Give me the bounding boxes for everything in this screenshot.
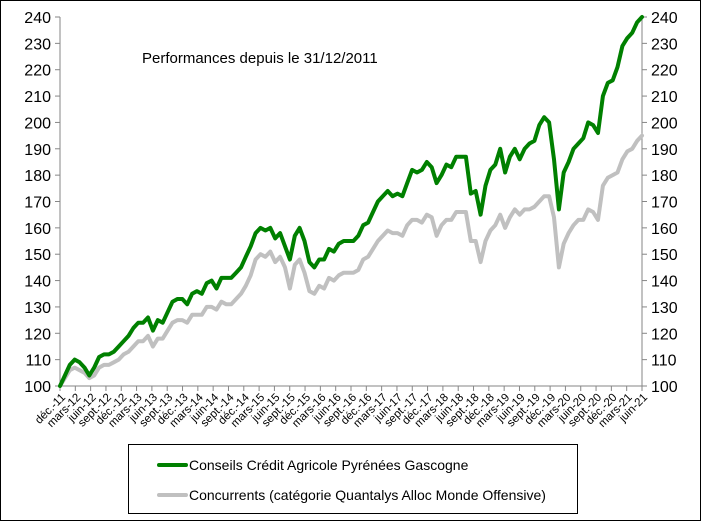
y-tick-label-right: 130 <box>651 300 678 317</box>
y-tick-label-left: 140 <box>24 274 51 291</box>
y-tick-label-right: 190 <box>651 142 678 159</box>
y-tick-label-left: 110 <box>25 353 51 370</box>
y-tick-label-right: 210 <box>651 89 678 106</box>
y-tick-label-left: 190 <box>24 142 51 159</box>
y-tick-label-right: 200 <box>651 115 678 132</box>
y-tick-label-right: 180 <box>651 168 678 185</box>
y-tick-label-right: 220 <box>651 63 678 80</box>
y-tick-label-right: 140 <box>651 274 678 291</box>
y-tick-label-left: 170 <box>24 195 51 212</box>
legend-swatch-green <box>157 463 188 467</box>
y-tick-label-right: 100 <box>651 379 678 396</box>
series-line-concurrents <box>58 133 644 388</box>
y-tick-label-right: 160 <box>651 221 678 238</box>
y-tick-label-right: 230 <box>651 36 678 53</box>
y-tick-label-right: 120 <box>651 326 678 343</box>
legend-label: Conseils Crédit Agricole Pyrénées Gascog… <box>189 457 469 473</box>
y-tick-label-left: 230 <box>24 36 51 53</box>
y-tick-label-left: 160 <box>24 221 51 238</box>
y-tick-label-right: 240 <box>651 10 678 27</box>
y-tick-label-left: 210 <box>24 89 51 106</box>
series-line-credit-agricole <box>58 15 644 388</box>
line-chart: 100 100 110 110 120 120 130 130 140 140 150 150 160 1… <box>24 10 678 430</box>
y-tick-label-left: 120 <box>24 326 51 343</box>
legend-item-concurrents: Concurrents (catégorie Quantalys Alloc M… <box>157 485 546 505</box>
y-tick-label-left: 240 <box>24 10 51 27</box>
y-tick-label-right: 110 <box>651 353 677 370</box>
y-tick-label-left: 100 <box>24 379 51 396</box>
legend-swatch-gray <box>157 493 188 497</box>
y-tick-label-left: 150 <box>24 247 51 264</box>
legend-label: Concurrents (catégorie Quantalys Alloc M… <box>189 487 546 503</box>
y-tick-label-right: 170 <box>651 195 678 212</box>
chart-title: Performances depuis le 31/12/2011 <box>142 50 378 67</box>
y-tick-label-left: 200 <box>24 115 51 132</box>
legend-item-credit-agricole: Conseils Crédit Agricole Pyrénées Gascog… <box>157 455 468 475</box>
y-tick-label-right: 150 <box>651 247 678 264</box>
y-tick-label-left: 130 <box>24 300 51 317</box>
y-tick-label-left: 180 <box>24 168 51 185</box>
legend: Conseils Crédit Agricole Pyrénées Gascog… <box>128 444 578 514</box>
y-tick-label-left: 220 <box>24 63 51 80</box>
series-lines <box>58 15 644 388</box>
